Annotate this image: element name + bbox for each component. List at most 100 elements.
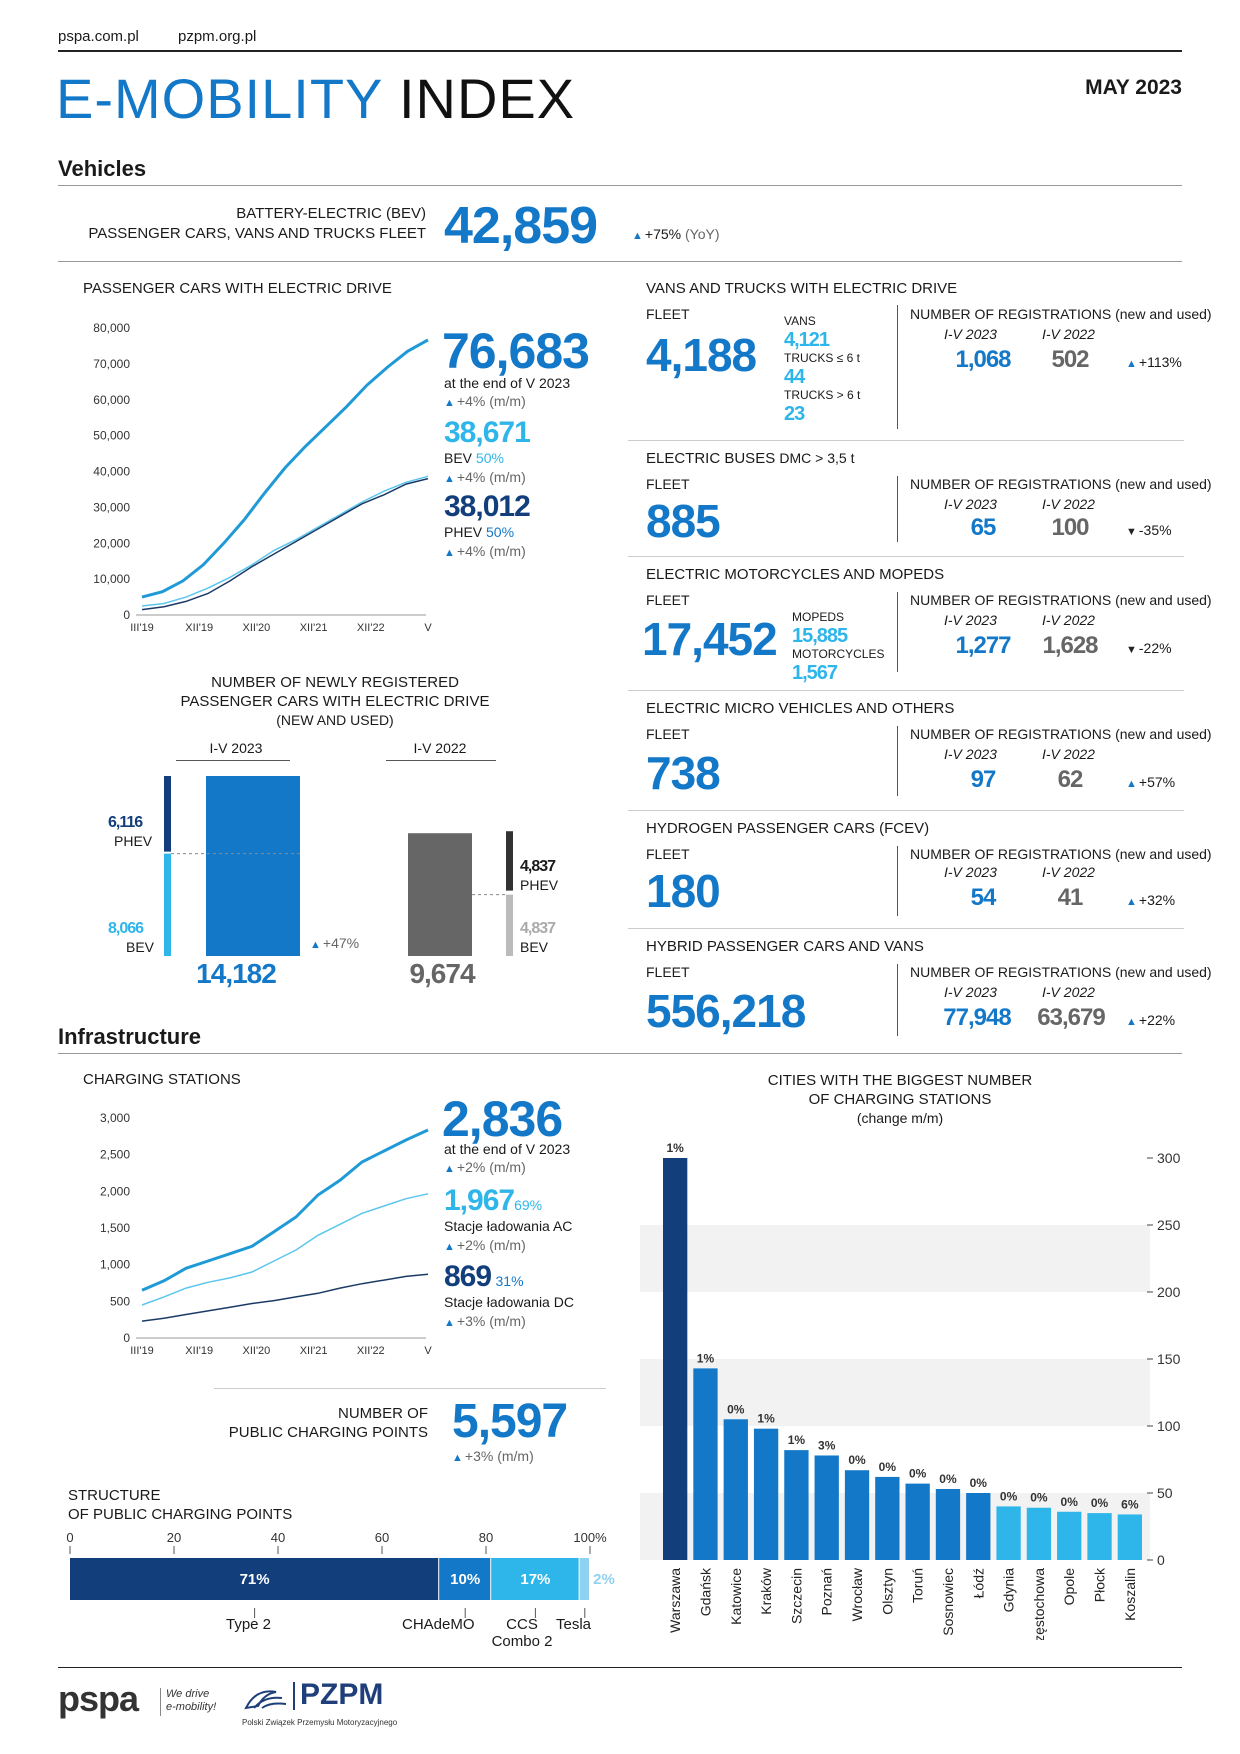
vans-reg-year-b: I-V 2022 [1042,326,1095,342]
bev-fleet-label-1: BATTERY-ELECTRIC (BEV) [236,205,426,222]
newreg-a-phev-label: PHEV [114,833,153,849]
hydrogen-reg-year-a: I-V 2023 [944,864,997,880]
hybrid-reg-b: 63,679 [1037,1004,1105,1031]
cities-y-tick-label: 100 [1157,1418,1181,1434]
cs-x-ticks: III'19 XII'19 XII'20 XII'21 XII'22 V [130,1345,432,1357]
newreg-a-bev-value: 8,066 [108,920,144,937]
newreg-a-total: 14,182 [196,958,277,989]
micro-reg-year-a: I-V 2023 [944,746,997,762]
cs-total-value: 2,836 [442,1091,563,1147]
structure-ticks: 0 20 40 60 80 100% [66,1530,607,1554]
rule [58,261,1182,262]
cities-y-ticks: 300 250 200 150 100 50 0 [1147,1150,1181,1568]
structure-segment [439,1558,491,1600]
cs-x-tick-label: XII'19 [185,1345,213,1357]
section-infrastructure: Infrastructure [58,1024,202,1049]
cities-bar [814,1455,839,1560]
cs-y-tick-label: 3,000 [100,1111,130,1125]
bev-fleet-label: BATTERY-ELECTRIC (BEV) PASSENGER CARS, V… [40,204,426,244]
pc-line-chart: 80,000 70,000 60,000 50,000 40,000 30,000 20,0… [93,321,432,634]
pc-y-tick-label: 70,000 [93,357,130,371]
link-pzpm[interactable]: pzpm.org.pl [178,28,257,45]
cities-bar [905,1483,930,1560]
cities-bar-label: 6% [1121,1497,1139,1511]
cities-category-label: Sosnowiec [940,1568,956,1636]
link-pspa[interactable]: pspa.com.pl [58,28,139,45]
rule [386,760,496,761]
bar-2023-total [206,776,300,956]
cs-ac-change: +2% (m/m) [444,1237,526,1253]
pc-y-tick-label: 0 [123,608,130,622]
structure-tick-label: 60 [375,1530,389,1545]
pc-y-tick-label: 30,000 [93,500,130,514]
moto-reg-year-b: I-V 2022 [1042,612,1095,628]
cities-category-label: Katowice [728,1568,744,1625]
cities-category-label: Szczecin [788,1568,804,1624]
moto-fleet-label: FLEET [646,592,690,608]
page-title-a: E-MOBILITY [56,67,383,130]
trucks-small-label: TRUCKS ≤ 6 t [784,351,860,365]
cities-y-tick-label: 200 [1157,1284,1181,1300]
pc-y-tick-label: 50,000 [93,429,130,443]
page-title-b: INDEX [398,67,576,130]
rule [628,928,1184,929]
hybrid-title: HYBRID PASSENGER CARS AND VANS [646,938,924,955]
newreg-title-2: PASSENGER CARS WITH ELECTRIC DRIVE [180,693,490,710]
pc-line-bev [141,475,429,607]
pc-x-tick-label: III'19 [130,622,154,634]
cs-line-total [141,1128,429,1292]
divider [897,305,898,429]
cs-dc-value: 869 [444,1260,492,1293]
cities-bar-chart: 300 250 200 150 100 50 0 1% Warszawa 1% Gdańsk 0% K… [640,1141,1181,1640]
footer-rule [58,1667,1182,1668]
cs-ac-row: 1,96769% [444,1184,542,1218]
points-value: 5,597 [452,1395,568,1448]
vans-label: VANS [784,314,816,328]
cities-y-tick-label: 250 [1157,1217,1181,1233]
structure-title-2: OF PUBLIC CHARGING POINTS [68,1506,293,1523]
divider [160,1688,161,1716]
micro-title: ELECTRIC MICRO VEHICLES AND OTHERS [646,700,955,717]
points-label: NUMBER OF PUBLIC CHARGING POINTS [150,1404,428,1442]
pc-x-tick-label: V [424,622,432,634]
buses-fleet-value: 885 [646,495,721,547]
cities-category-label: Gdynia [1001,1568,1017,1613]
cs-dc-row: 869 31% [444,1260,524,1294]
pc-y-tick-label: 80,000 [93,321,130,335]
hydrogen-reg-header: NUMBER OF REGISTRATIONS (new and used) [910,846,1212,862]
cities-category-label: Opole [1061,1568,1077,1606]
pc-x-tick-label: XII'21 [300,622,328,634]
rule [628,690,1184,691]
cities-bar [996,1506,1021,1560]
hybrid-reg-header: NUMBER OF REGISTRATIONS (new and used) [910,964,1212,980]
cities-bar-label: 0% [848,1453,866,1467]
cities-category-label: Poznań [819,1568,835,1615]
buses-reg-b: 100 [1051,514,1089,541]
buses-reg-change: -35% [1126,522,1172,538]
newreg-a-phev-value: 6,116 [108,814,143,831]
vans-breakdown: VANS 4,121 TRUCKS ≤ 6 t 44 TRUCKS > 6 t … [784,314,860,425]
pc-bev-value: 38,671 [444,416,531,449]
structure-tick-label: 20 [167,1530,181,1545]
structure-title: STRUCTURE OF PUBLIC CHARGING POINTS [68,1486,292,1524]
vans-reg-a: 1,068 [955,346,1011,373]
cities-bar [1117,1514,1142,1560]
cs-dc-label: Stacje ładowania DC [444,1294,574,1310]
cs-ac-label: Stacje ładowania AC [444,1218,573,1234]
cities-bar [875,1476,900,1560]
newreg-year-b: I-V 2022 [413,740,467,756]
structure-cat-type2: Type 2 [226,1616,272,1633]
structure-segment-label: 71% [240,1571,270,1588]
cities-bar-label: 0% [1091,1496,1109,1510]
vans-fleet-value: 4,188 [646,329,757,381]
cities-bars: 1% Warszawa 1% Gdańsk 0% Katowice 1% Kraków 1% Sz… [663,1141,1142,1640]
vans-value: 4,121 [784,329,830,351]
cities-y-tick-label: 50 [1157,1485,1173,1501]
page-title: E-MOBILITY INDEX [56,68,575,130]
structure-cat-ccs-1: CCS [506,1616,538,1633]
newreg-b-bev-value: 4,837 [520,920,556,937]
cs-x-tick-label: III'19 [130,1345,154,1357]
bev-change-suffix: (YoY) [684,226,720,242]
newreg-title-1: NUMBER OF NEWLY REGISTERED [211,674,459,691]
buses-reg-header: NUMBER OF REGISTRATIONS (new and used) [910,476,1212,492]
